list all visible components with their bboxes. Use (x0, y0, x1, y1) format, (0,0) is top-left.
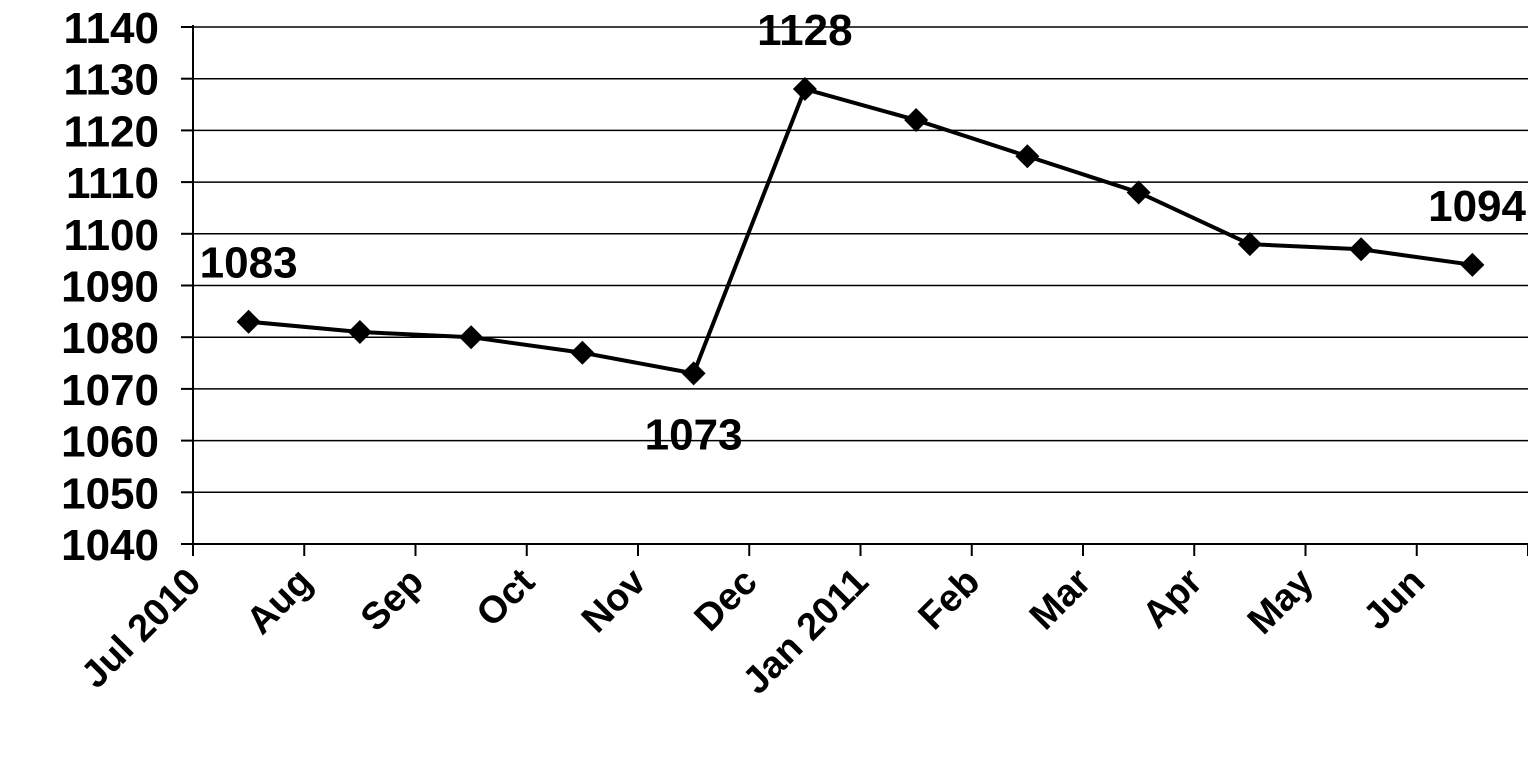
x-tick-label: Jul 2010 (74, 561, 210, 697)
y-tick-labels: 1040105010601070108010901100111011201130… (61, 4, 159, 570)
y-tick-label: 1070 (61, 366, 159, 415)
series-line-group (248, 87, 1473, 376)
y-tick-label: 1120 (64, 107, 159, 156)
data-point-marker (236, 309, 261, 334)
x-tick-label: Dec (687, 561, 766, 640)
data-point-marker (1460, 252, 1485, 277)
data-point-marker (792, 77, 817, 102)
y-tick-label: 1060 (61, 418, 159, 467)
gridlines (193, 26, 1528, 494)
x-tick-label: Jun (1356, 561, 1433, 638)
data-label: 1128 (757, 6, 852, 55)
data-label: 1073 (645, 410, 743, 459)
y-tick-label: 1110 (66, 159, 159, 208)
x-tick-label: Nov (574, 561, 654, 641)
y-tick-label: 1080 (61, 314, 159, 363)
data-label: 1083 (200, 239, 298, 288)
data-point-marker (1015, 144, 1040, 169)
data-point-marker (570, 340, 595, 365)
y-tick-label: 1050 (61, 469, 159, 518)
data-point-marker (1237, 232, 1262, 257)
data-point-marker (1349, 237, 1374, 262)
y-tick-label: 1090 (61, 263, 159, 312)
data-point-marker (459, 325, 484, 350)
y-tick-label: 1040 (61, 521, 159, 570)
x-tick-label: Sep (353, 561, 432, 640)
x-tick-label: Aug (239, 561, 321, 643)
y-tick-label: 1130 (64, 56, 159, 105)
data-labels: 1083 1073 1128 1094 (200, 6, 1527, 459)
data-label: 1094 (1428, 182, 1526, 231)
y-tick-label: 1100 (64, 211, 159, 260)
data-point-marker (681, 361, 706, 386)
x-tick-label: May (1240, 561, 1322, 643)
data-point-marker (904, 108, 929, 133)
series-line (248, 87, 1473, 376)
data-point-marker (347, 320, 372, 345)
x-tick-label: Oct (469, 560, 544, 635)
data-point-marker (1126, 180, 1151, 205)
data-markers (236, 77, 1485, 386)
x-tick-label: Feb (911, 561, 988, 638)
x-tick-label: Mar (1022, 561, 1100, 639)
axes (181, 25, 1528, 556)
x-tick-label: Apr (1135, 561, 1211, 637)
y-tick-label: 1140 (64, 4, 159, 53)
